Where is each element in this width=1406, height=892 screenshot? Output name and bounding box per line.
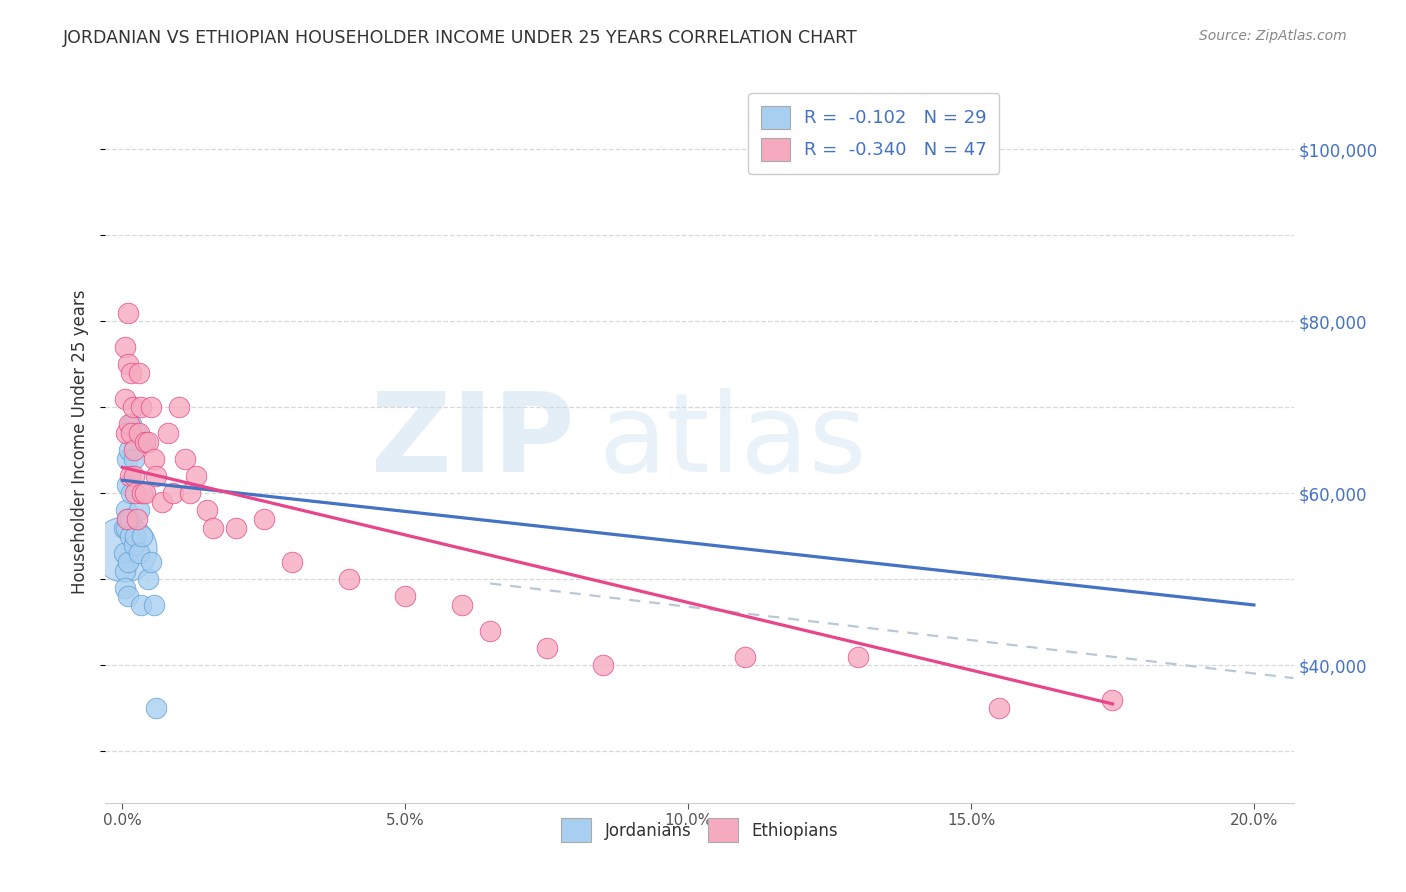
Point xyxy=(150,494,173,508)
Point xyxy=(117,357,139,371)
Point xyxy=(225,520,247,534)
Point xyxy=(145,469,167,483)
Point xyxy=(121,400,143,414)
Point xyxy=(115,425,138,440)
Point xyxy=(114,392,136,406)
Point xyxy=(128,503,150,517)
Point xyxy=(128,546,150,560)
Point xyxy=(450,598,472,612)
Point xyxy=(281,555,304,569)
Point xyxy=(128,425,150,440)
Point xyxy=(179,486,201,500)
Point xyxy=(134,434,156,449)
Text: JORDANIAN VS ETHIOPIAN HOUSEHOLDER INCOME UNDER 25 YEARS CORRELATION CHART: JORDANIAN VS ETHIOPIAN HOUSEHOLDER INCOM… xyxy=(63,29,858,46)
Point xyxy=(131,486,153,500)
Point xyxy=(156,425,179,440)
Point xyxy=(114,581,136,595)
Point xyxy=(118,469,141,483)
Point xyxy=(117,305,139,319)
Point xyxy=(117,590,139,604)
Legend: Jordanians, Ethiopians: Jordanians, Ethiopians xyxy=(554,812,845,848)
Point xyxy=(114,564,136,578)
Point xyxy=(115,477,138,491)
Text: Source: ZipAtlas.com: Source: ZipAtlas.com xyxy=(1199,29,1347,43)
Point xyxy=(734,649,756,664)
Y-axis label: Householder Income Under 25 years: Householder Income Under 25 years xyxy=(72,289,90,594)
Point xyxy=(1101,692,1123,706)
Point xyxy=(124,486,146,500)
Point xyxy=(592,658,614,673)
Point xyxy=(122,469,145,483)
Point xyxy=(129,598,152,612)
Point xyxy=(120,417,142,432)
Point xyxy=(115,512,138,526)
Point xyxy=(121,425,143,440)
Point xyxy=(988,701,1011,715)
Point xyxy=(145,701,167,715)
Point xyxy=(201,520,224,534)
Point xyxy=(118,443,141,458)
Point xyxy=(114,503,136,517)
Point xyxy=(162,486,184,500)
Point xyxy=(115,451,138,466)
Point xyxy=(479,624,502,638)
Point xyxy=(139,400,162,414)
Point xyxy=(136,434,159,449)
Point xyxy=(117,555,139,569)
Point xyxy=(394,590,416,604)
Point xyxy=(112,546,135,560)
Point xyxy=(253,512,276,526)
Point xyxy=(184,469,207,483)
Point xyxy=(134,486,156,500)
Point xyxy=(128,366,150,380)
Point xyxy=(122,538,145,552)
Point xyxy=(142,451,165,466)
Point xyxy=(167,400,190,414)
Point xyxy=(129,400,152,414)
Point xyxy=(134,434,156,449)
Point xyxy=(120,529,142,543)
Text: ZIP: ZIP xyxy=(371,388,575,495)
Point xyxy=(125,425,148,440)
Point xyxy=(122,443,145,458)
Point xyxy=(114,340,136,354)
Point xyxy=(139,555,162,569)
Point xyxy=(121,486,143,500)
Point xyxy=(846,649,869,664)
Point xyxy=(117,512,139,526)
Point xyxy=(120,366,142,380)
Point xyxy=(118,417,141,432)
Point xyxy=(337,572,360,586)
Point xyxy=(112,520,135,534)
Point xyxy=(125,512,148,526)
Point xyxy=(142,598,165,612)
Point xyxy=(118,512,141,526)
Point xyxy=(136,572,159,586)
Point xyxy=(195,503,218,517)
Point xyxy=(115,520,138,534)
Text: atlas: atlas xyxy=(599,388,868,495)
Point xyxy=(131,529,153,543)
Point xyxy=(173,451,195,466)
Point xyxy=(536,640,558,655)
Point xyxy=(112,542,135,557)
Point xyxy=(122,451,145,466)
Point xyxy=(124,529,146,543)
